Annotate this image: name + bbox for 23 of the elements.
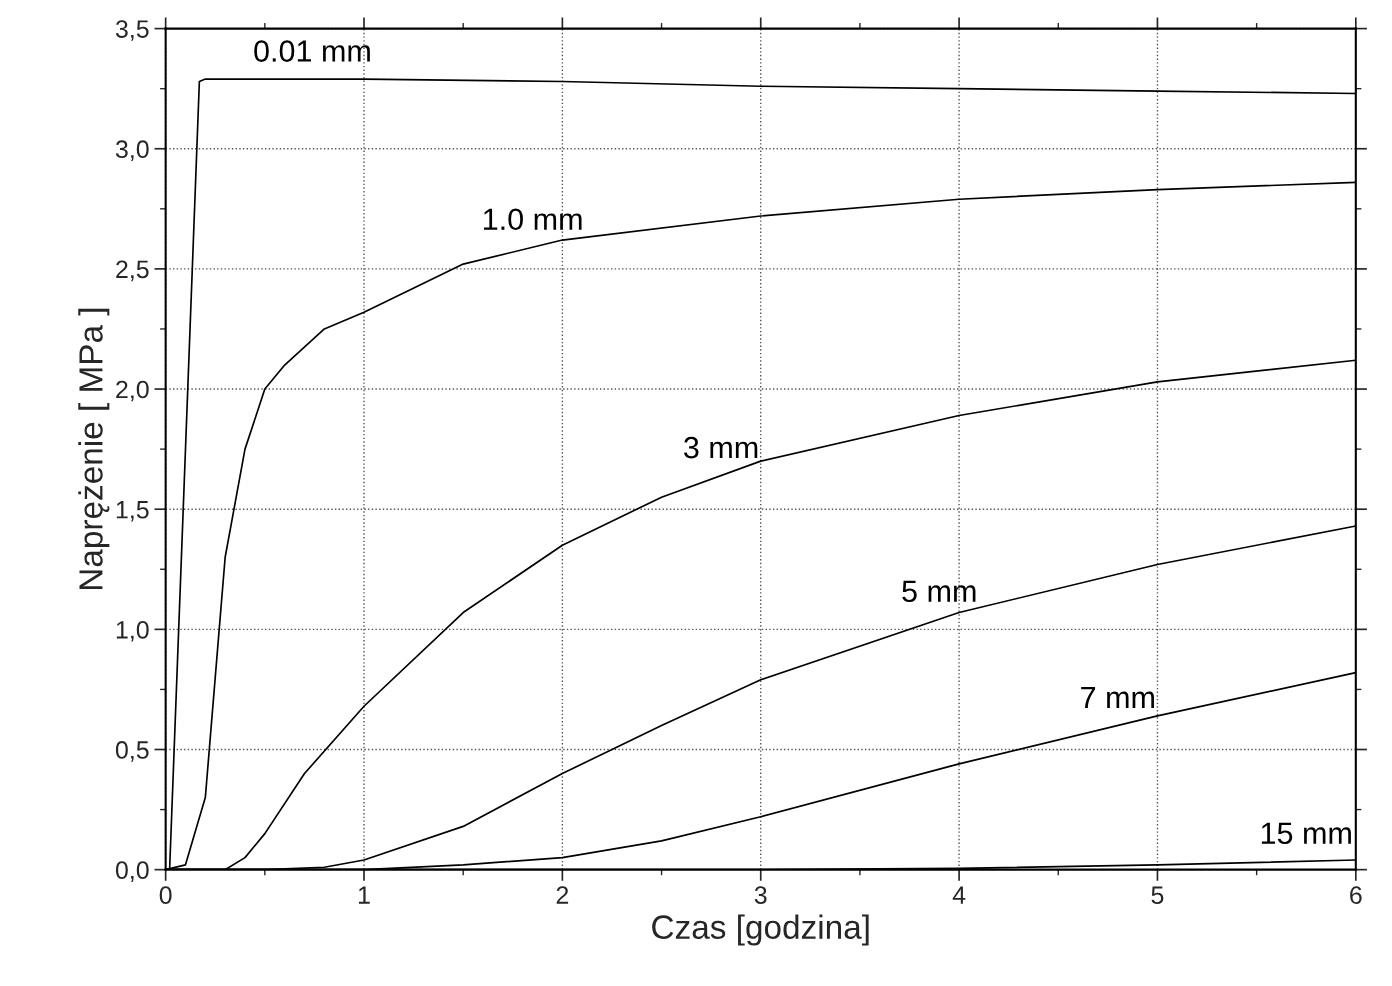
x-tick-label: 2 xyxy=(556,886,569,904)
y-tick-label: 3,0 xyxy=(115,140,149,161)
x-tick-label: 3 xyxy=(754,886,767,904)
series-label: 0.01 mm xyxy=(254,40,370,62)
x-tick-label: 1 xyxy=(358,886,370,904)
y-tick-label: 2,5 xyxy=(116,260,149,282)
series-label: 1.0 mm xyxy=(484,208,582,231)
x-tick-label: 4 xyxy=(952,886,966,904)
y-axis-title: Naprężenie [ MPa ] xyxy=(78,308,110,590)
x-tick-label: 6 xyxy=(1350,886,1362,904)
x-tick-label: 5 xyxy=(1151,886,1164,904)
y-tick-label: 0,0 xyxy=(115,861,149,882)
series-label: 5 mm xyxy=(902,580,976,603)
y-tick-label: 1,5 xyxy=(116,501,149,522)
x-tick-label: 0 xyxy=(159,886,172,904)
series-label: 3 mm xyxy=(684,436,758,459)
y-tick-label: 3,5 xyxy=(115,20,149,41)
x-axis-title: Czas [godzina] xyxy=(652,914,869,946)
y-tick-label: 0,5 xyxy=(115,741,149,762)
y-tick-label: 1,0 xyxy=(116,620,149,642)
series-label: 7 mm xyxy=(1081,687,1154,709)
y-tick-label: 2,0 xyxy=(116,380,149,402)
series-label: 15 mm xyxy=(1261,822,1351,845)
